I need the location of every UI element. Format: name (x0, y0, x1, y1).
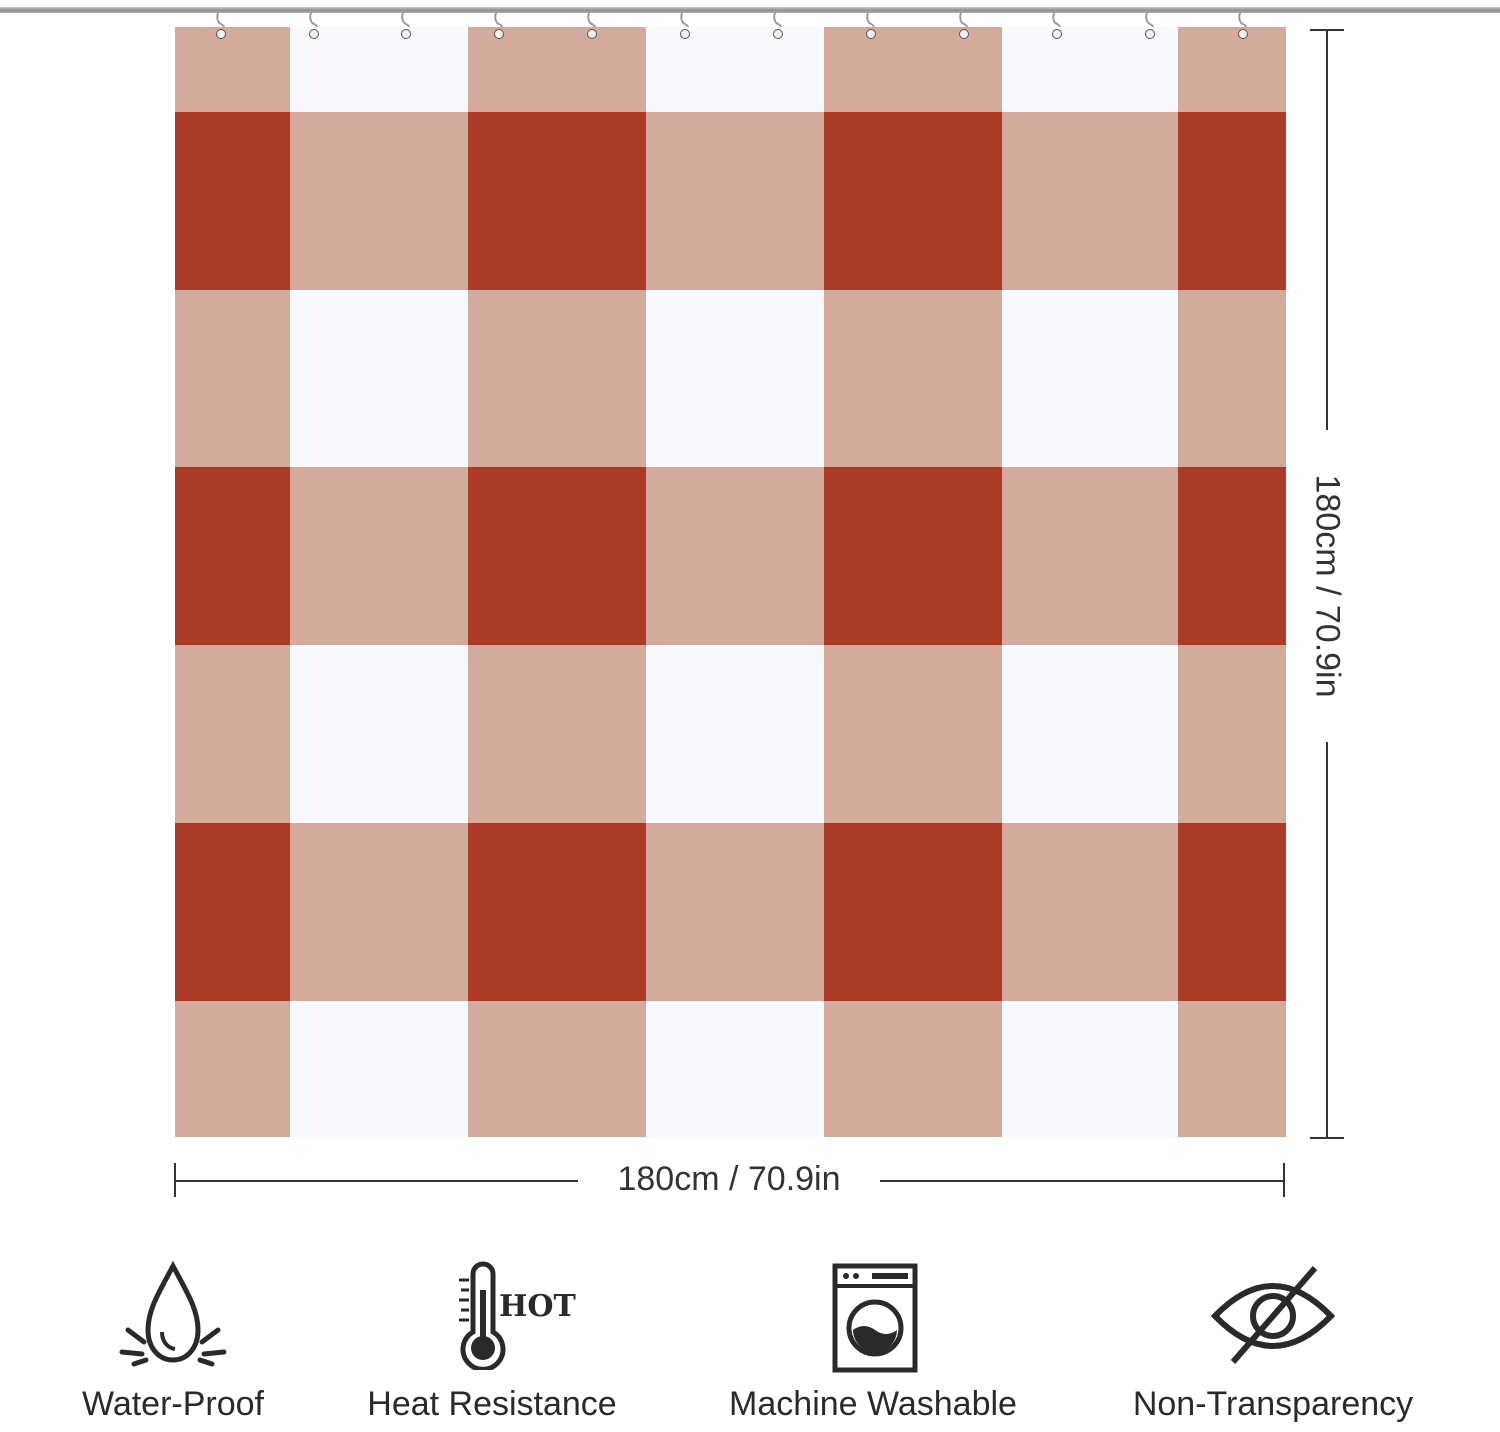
gingham-cell (824, 467, 1002, 645)
gingham-cell (824, 823, 1002, 1001)
width-dimension-label: 180cm / 70.9in (617, 1160, 841, 1198)
height-dimension-line-top (1326, 30, 1328, 430)
gingham-cell (646, 112, 824, 290)
gingham-cell (290, 823, 468, 1001)
gingham-cell (646, 27, 824, 112)
gingham-cell (175, 645, 290, 823)
gingham-cell (824, 645, 1002, 823)
height-dimension-label: 180cm / 70.9in (1308, 474, 1347, 698)
curtain-grommet (959, 29, 969, 39)
gingham-cell (1178, 645, 1286, 823)
curtain-grommet (216, 29, 226, 39)
gingham-cell (1002, 823, 1178, 1001)
gingham-cell (290, 290, 468, 467)
feature-label-water-proof: Water-Proof (81, 1385, 265, 1423)
curtain-grommet (680, 29, 690, 39)
curtain-grommet (401, 29, 411, 39)
gingham-cell (468, 645, 646, 823)
gingham-cell (290, 467, 468, 645)
gingham-cell (646, 290, 824, 467)
washing-machine-icon (705, 1260, 1045, 1374)
gingham-cell (1178, 112, 1286, 290)
gingham-cell (646, 645, 824, 823)
gingham-cell (1002, 1001, 1178, 1137)
gingham-cell (175, 467, 290, 645)
gingham-cell (1178, 290, 1286, 467)
gingham-cell (1178, 823, 1286, 1001)
width-dimension-line-right (880, 1180, 1284, 1182)
gingham-cell (646, 467, 824, 645)
eye-slash-icon (1103, 1260, 1443, 1370)
gingham-cell (290, 1001, 468, 1137)
height-dimension-cap-bottom (1310, 1137, 1344, 1139)
gingham-cell (646, 823, 824, 1001)
gingham-cell (1002, 27, 1178, 112)
gingham-cell (468, 1001, 646, 1137)
curtain-grommet (1145, 29, 1155, 39)
gingham-cell (468, 27, 646, 112)
gingham-cell (175, 27, 290, 112)
gingham-cell (824, 1001, 1002, 1137)
width-dimension-cap-right (1283, 1163, 1285, 1197)
thermometer-icon: HOT (338, 1260, 678, 1370)
shower-rod (0, 7, 1500, 13)
gingham-cell (1002, 467, 1178, 645)
gingham-cell (290, 645, 468, 823)
gingham-cell (468, 290, 646, 467)
gingham-cell (468, 112, 646, 290)
feature-label-non-transparency: Non-Transparency (1132, 1385, 1414, 1423)
gingham-cell (1178, 27, 1286, 112)
shower-curtain (175, 27, 1286, 1137)
gingham-cell (468, 823, 646, 1001)
gingham-cell (175, 112, 290, 290)
curtain-grommet (309, 29, 319, 39)
gingham-cell (175, 290, 290, 467)
gingham-cell (1002, 290, 1178, 467)
water-drop-icon (3, 1260, 343, 1370)
curtain-grommet (1052, 29, 1062, 39)
gingham-cell (290, 112, 468, 290)
curtain-grommet (494, 29, 504, 39)
gingham-cell (824, 112, 1002, 290)
gingham-cell (1178, 467, 1286, 645)
curtain-grommet (1238, 29, 1248, 39)
gingham-cell (646, 1001, 824, 1137)
gingham-cell (468, 467, 646, 645)
height-dimension-line-bottom (1326, 742, 1328, 1138)
curtain-grommet (773, 29, 783, 39)
feature-label-machine-washable: Machine Washable (729, 1385, 1017, 1423)
feature-label-heat-resistance: Heat Resistance (367, 1385, 617, 1423)
gingham-cell (824, 290, 1002, 467)
gingham-cell (1178, 1001, 1286, 1137)
gingham-cell (1002, 645, 1178, 823)
hot-icon-text: HOT (499, 1289, 576, 1324)
curtain-grommet (866, 29, 876, 39)
gingham-cell (824, 27, 1002, 112)
gingham-cell (1002, 112, 1178, 290)
gingham-cell (290, 27, 468, 112)
gingham-cell (175, 823, 290, 1001)
gingham-cell (175, 1001, 290, 1137)
width-dimension-line-left (175, 1180, 578, 1182)
curtain-grommet (587, 29, 597, 39)
